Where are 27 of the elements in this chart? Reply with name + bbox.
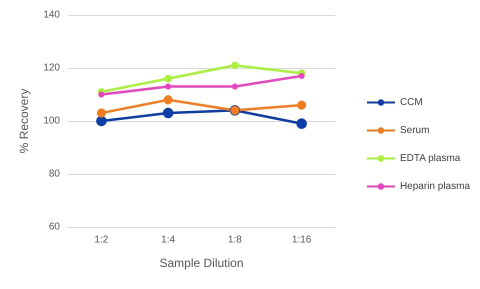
y-tick-label: 60 (48, 222, 60, 232)
point (296, 118, 307, 129)
x-tick-label: 1:8 (228, 234, 242, 246)
point (96, 116, 107, 126)
x-tick-label: 1:2 (94, 234, 109, 246)
y-tick-label: 120 (43, 62, 60, 74)
point (165, 84, 172, 90)
point (297, 100, 306, 110)
point (98, 92, 104, 98)
point (164, 74, 172, 82)
point (231, 62, 239, 70)
point (164, 95, 173, 104)
y-tick-label: 80 (48, 168, 60, 180)
x-tick-label: 1:4 (161, 234, 176, 246)
x-axis-title: Sample Dilution (159, 256, 244, 270)
point (162, 108, 174, 118)
point (96, 108, 106, 118)
y-tick-label: 140 (43, 10, 60, 20)
legend-label: Heparin plasma (400, 181, 470, 192)
legend-label: CCM (400, 97, 423, 108)
point (298, 72, 305, 79)
y-tick-label: 100 (43, 116, 60, 126)
legend-label: Serum (400, 125, 430, 136)
point (232, 84, 238, 90)
legend-label: EDTA plasma (400, 153, 461, 164)
y-axis-title: % Recovery (17, 88, 31, 154)
x-tick-label: 1:16 (292, 234, 312, 246)
